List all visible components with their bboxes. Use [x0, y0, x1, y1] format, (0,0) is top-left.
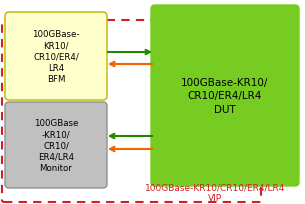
FancyBboxPatch shape	[5, 102, 107, 188]
FancyBboxPatch shape	[151, 6, 299, 186]
Text: 100GBase-KR10/
CR10/ER4/LR4
DUT: 100GBase-KR10/ CR10/ER4/LR4 DUT	[181, 78, 269, 114]
Text: 100GBase
-KR10/
CR10/
ER4/LR4
Monitor: 100GBase -KR10/ CR10/ ER4/LR4 Monitor	[34, 119, 78, 172]
Text: 100GBase-
KR10/
CR10/ER4/
LR4
BFM: 100GBase- KR10/ CR10/ER4/ LR4 BFM	[32, 30, 80, 83]
Text: 100GBase-KR10/CR10/ER4/LR4
VIP: 100GBase-KR10/CR10/ER4/LR4 VIP	[145, 182, 285, 202]
FancyBboxPatch shape	[5, 13, 107, 101]
